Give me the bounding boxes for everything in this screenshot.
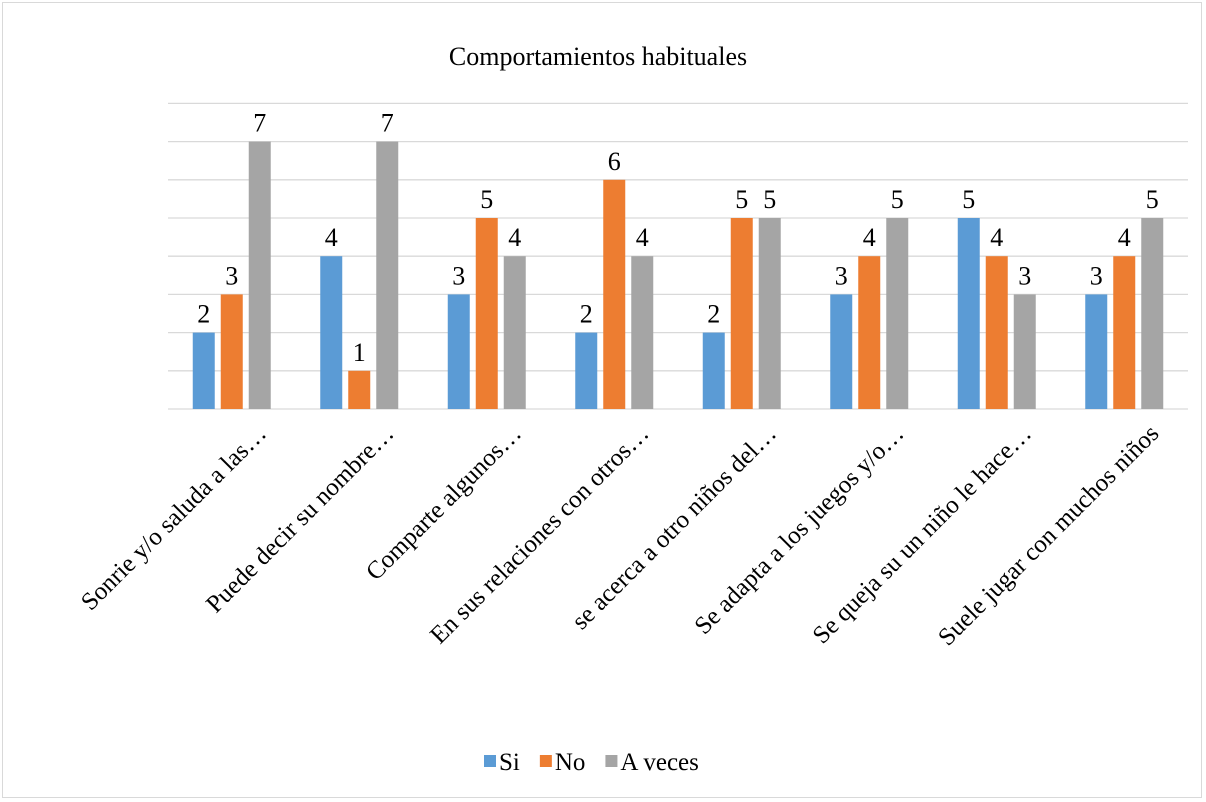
x-tick-label: Se queja su un niño le hace… bbox=[808, 420, 1037, 649]
bar-si bbox=[447, 294, 470, 409]
legend-label: Si bbox=[499, 749, 520, 776]
data-label: 5 bbox=[763, 185, 776, 214]
legend-swatch bbox=[539, 755, 552, 767]
legend-label: A veces bbox=[620, 749, 698, 776]
data-label: 3 bbox=[835, 261, 848, 290]
data-label: 5 bbox=[1146, 185, 1159, 214]
data-label: 2 bbox=[197, 300, 210, 329]
bar-no bbox=[348, 370, 371, 409]
bar-si bbox=[957, 218, 980, 409]
x-axis-labels: Sonrie y/o saluda a las…Puede decir su n… bbox=[76, 420, 1164, 651]
data-label: 5 bbox=[735, 185, 748, 214]
bar-si bbox=[575, 332, 598, 409]
data-label: 3 bbox=[225, 261, 238, 290]
bar-no bbox=[603, 179, 626, 409]
bar-no bbox=[220, 294, 243, 409]
chart-title: Comportamientos habituales bbox=[449, 42, 747, 71]
data-label: 1 bbox=[353, 338, 366, 367]
data-label: 4 bbox=[863, 223, 876, 252]
data-label: 7 bbox=[253, 109, 266, 138]
bar-si bbox=[830, 294, 853, 409]
x-tick-label: se acerca a otro niños del… bbox=[567, 420, 782, 635]
bar-a-veces bbox=[1141, 218, 1164, 409]
bar-a-veces bbox=[1013, 294, 1036, 409]
data-label: 5 bbox=[962, 185, 975, 214]
bar-a-veces bbox=[758, 218, 781, 409]
x-tick-label: Se adapta a los juegos y/o… bbox=[689, 420, 909, 640]
data-label: 5 bbox=[480, 185, 493, 214]
legend: Si No A veces bbox=[484, 749, 699, 776]
bar-no bbox=[1113, 256, 1136, 409]
legend-label: No bbox=[555, 749, 586, 776]
bar-a-veces bbox=[503, 256, 526, 409]
data-label: 4 bbox=[636, 223, 649, 252]
data-label: 3 bbox=[1090, 261, 1103, 290]
data-label: 4 bbox=[1118, 223, 1131, 252]
bar-si bbox=[192, 332, 215, 409]
bar-a-veces bbox=[631, 256, 654, 409]
bar-a-veces bbox=[886, 218, 909, 409]
bar-a-veces bbox=[376, 141, 399, 409]
data-label: 2 bbox=[707, 300, 720, 329]
data-label: 4 bbox=[990, 223, 1003, 252]
bar-si bbox=[320, 256, 343, 409]
legend-swatch bbox=[484, 755, 496, 767]
legend-swatch bbox=[605, 755, 618, 767]
x-tick-label: En sus relaciones con otros… bbox=[425, 420, 654, 649]
data-label: 2 bbox=[580, 300, 593, 329]
data-label: 3 bbox=[452, 261, 465, 290]
bar-no bbox=[730, 218, 753, 409]
bar-no bbox=[858, 256, 881, 409]
bar-a-veces bbox=[248, 141, 271, 409]
bar-si bbox=[1085, 294, 1108, 409]
x-tick-label: Suele jugar con muchos niños bbox=[933, 420, 1164, 651]
bar-no bbox=[985, 256, 1008, 409]
data-label: 4 bbox=[325, 223, 338, 252]
data-label: 6 bbox=[608, 147, 621, 176]
data-label: 4 bbox=[508, 223, 521, 252]
bar-no bbox=[475, 218, 498, 409]
data-label: 5 bbox=[891, 185, 904, 214]
bars bbox=[192, 141, 1164, 409]
bar-si bbox=[702, 332, 725, 409]
data-label: 3 bbox=[1018, 261, 1031, 290]
data-label: 7 bbox=[381, 109, 394, 138]
